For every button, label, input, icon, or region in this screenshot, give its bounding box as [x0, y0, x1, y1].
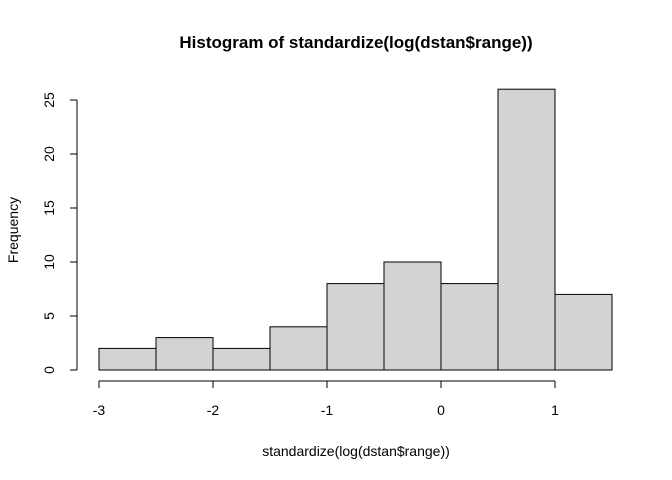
histogram-bar-0	[98, 347, 157, 371]
histogram-bar-5	[383, 261, 442, 371]
chart-title: Histogram of standardize(log(dstan$range…	[179, 33, 532, 52]
histogram-bar-3	[269, 326, 328, 371]
y-tick-label: 10	[41, 254, 57, 270]
histogram-bar-7	[497, 88, 556, 371]
histogram-bar-8	[554, 293, 613, 371]
histogram-bar-1	[155, 337, 214, 371]
bars-group	[98, 88, 613, 371]
y-tick-label: 0	[41, 366, 57, 374]
y-tick-label: 15	[41, 200, 57, 216]
histogram-bar-2	[212, 347, 271, 371]
x-tick-label: -1	[321, 402, 334, 418]
histogram-bar-6	[440, 283, 499, 371]
x-axis-label: standardize(log(dstan$range))	[262, 443, 450, 459]
y-tick-label: 20	[41, 146, 57, 162]
x-tick-label: 1	[551, 402, 559, 418]
x-axis: -3 -2 -1 0 1	[93, 380, 559, 418]
y-axis-label: Frequency	[5, 197, 21, 263]
y-tick-label: 5	[41, 312, 57, 320]
y-axis: 0 5 10 15 20 25	[41, 92, 78, 374]
x-tick-label: -3	[93, 402, 106, 418]
x-tick-label: -2	[207, 402, 220, 418]
y-tick-label: 25	[41, 92, 57, 108]
x-tick-label: 0	[437, 402, 445, 418]
histogram-bar-4	[326, 283, 385, 371]
